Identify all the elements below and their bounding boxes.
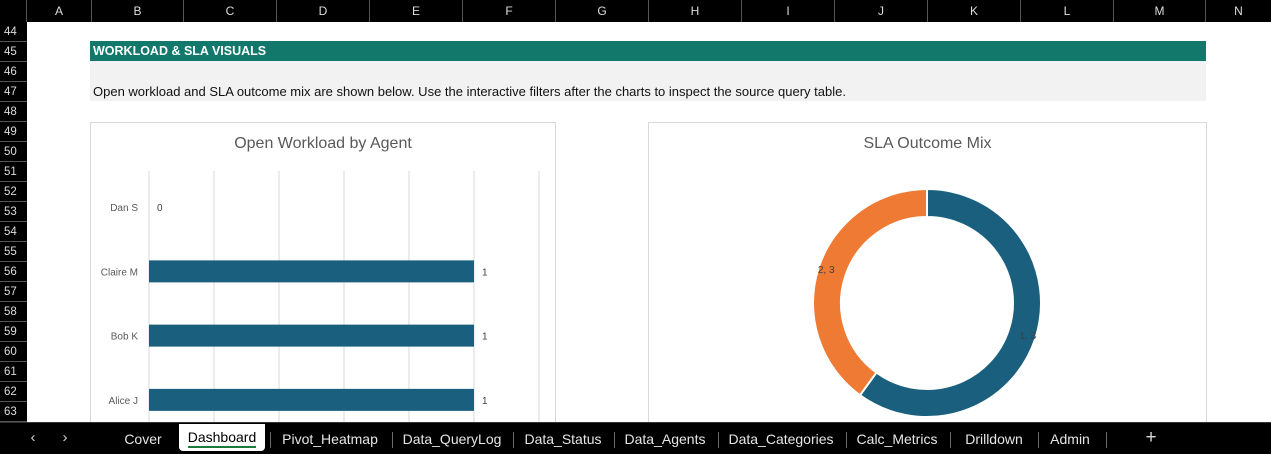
- column-header-j[interactable]: J: [835, 0, 928, 22]
- row-header-46[interactable]: 46: [0, 62, 27, 82]
- tab-separator: [1038, 432, 1039, 448]
- donut-chart-title: SLA Outcome Mix: [863, 135, 992, 152]
- tab-separator: [270, 432, 271, 448]
- column-header-a[interactable]: A: [27, 0, 92, 22]
- sheet-tab-bar: ‹ › Cover Dashboard Pivot_Heatmap Data_Q…: [0, 422, 1271, 454]
- tab-separator: [950, 432, 951, 448]
- row-header-49[interactable]: 49: [0, 122, 27, 142]
- chevron-left-icon[interactable]: ‹: [30, 429, 36, 446]
- row-header-50[interactable]: 50: [0, 142, 27, 162]
- row-header-54[interactable]: 54: [0, 222, 27, 242]
- column-header-h[interactable]: H: [649, 0, 742, 22]
- column-header-c[interactable]: C: [184, 0, 277, 22]
- row-header: 44 45 46 47 48 49 50 51 52 53 54 55 56 5…: [0, 22, 27, 422]
- bar-data-label: 1: [482, 267, 488, 278]
- column-header-i[interactable]: I: [742, 0, 835, 22]
- tab-data-querylog[interactable]: Data_QueryLog: [402, 431, 502, 447]
- row-header-62[interactable]: 62: [0, 382, 27, 402]
- bar-category-label: Dan S: [110, 203, 138, 214]
- tab-pivot-heatmap[interactable]: Pivot_Heatmap: [282, 431, 378, 447]
- column-header-b[interactable]: B: [92, 0, 184, 22]
- tab-calc-metrics[interactable]: Calc_Metrics: [856, 431, 938, 447]
- row-header-53[interactable]: 53: [0, 202, 27, 222]
- donut-slice-2: [812, 187, 928, 397]
- donut-chart-plot: 1, 3 2, 3: [812, 187, 1042, 418]
- donut-slice-label: 1, 3: [1019, 331, 1036, 342]
- column-header-d[interactable]: D: [277, 0, 370, 22]
- row-header-51[interactable]: 51: [0, 162, 27, 182]
- tab-drilldown[interactable]: Drilldown: [965, 431, 1023, 447]
- column-header-k[interactable]: K: [928, 0, 1021, 22]
- tab-separator: [513, 432, 514, 448]
- row-header-57[interactable]: 57: [0, 282, 27, 302]
- tab-separator: [1106, 432, 1107, 448]
- bar-data-label: 1: [482, 332, 488, 343]
- row-header-60[interactable]: 60: [0, 342, 27, 362]
- tab-admin[interactable]: Admin: [1050, 431, 1090, 447]
- column-header-l[interactable]: L: [1021, 0, 1114, 22]
- column-header-f[interactable]: F: [463, 0, 556, 22]
- row-header-52[interactable]: 52: [0, 182, 27, 202]
- bar-data-label: 0: [157, 203, 163, 214]
- sheet-grid[interactable]: WORKLOAD & SLA VISUALS Open workload and…: [27, 22, 1271, 422]
- bar-alice-j: [149, 388, 474, 411]
- bar-category-label: Claire M: [101, 267, 138, 278]
- row-header-63[interactable]: 63: [0, 402, 27, 422]
- row-header-44[interactable]: 44: [0, 22, 27, 42]
- row-header-58[interactable]: 58: [0, 302, 27, 322]
- column-header-e[interactable]: E: [370, 0, 463, 22]
- select-all-corner[interactable]: [0, 0, 27, 22]
- tab-dashboard-label: Dashboard: [187, 429, 257, 448]
- workload-bar-chart[interactable]: Open Workload by Agent Dan S 0 Claire M 1 Bo…: [90, 122, 556, 422]
- row-header-59[interactable]: 59: [0, 322, 27, 342]
- add-sheet-icon[interactable]: +: [1145, 427, 1157, 448]
- bar-chart-title: Open Workload by Agent: [234, 135, 412, 152]
- column-header-n[interactable]: N: [1234, 4, 1243, 18]
- tab-dashboard[interactable]: Dashboard: [179, 424, 265, 451]
- chevron-right-icon[interactable]: ›: [62, 429, 68, 446]
- tab-separator: [846, 432, 847, 448]
- section-note: Open workload and SLA outcome mix are sh…: [90, 61, 1206, 101]
- row-header-61[interactable]: 61: [0, 362, 27, 382]
- row-header-47[interactable]: 47: [0, 82, 27, 102]
- tab-data-categories[interactable]: Data_Categories: [728, 431, 834, 447]
- bar-category-label: Alice J: [109, 396, 138, 407]
- column-header-g[interactable]: G: [556, 0, 649, 22]
- bar-bob-k: [149, 324, 474, 347]
- sla-donut-chart[interactable]: SLA Outcome Mix 1, 3 2, 3: [648, 122, 1207, 422]
- column-header-m[interactable]: M: [1114, 0, 1206, 22]
- row-header-55[interactable]: 55: [0, 242, 27, 262]
- tab-separator: [614, 432, 615, 448]
- tab-cover[interactable]: Cover: [124, 431, 162, 447]
- row-header-56[interactable]: 56: [0, 262, 27, 282]
- row-header-45[interactable]: 45: [0, 42, 27, 62]
- tab-separator: [392, 432, 393, 448]
- bar-claire-m: [149, 260, 474, 283]
- column-header: A B C D E F G H I J K L M N: [0, 0, 1271, 22]
- donut-slice-1: [858, 187, 1042, 418]
- bar-data-label: 1: [482, 396, 488, 407]
- bar-chart-plot: Dan S 0 Claire M 1 Bob K 1 Alice J 1: [101, 171, 540, 422]
- row-header-48[interactable]: 48: [0, 102, 27, 122]
- donut-slice-label: 2, 3: [818, 265, 835, 276]
- tab-data-agents[interactable]: Data_Agents: [624, 431, 706, 447]
- tab-separator: [718, 432, 719, 448]
- tab-data-status[interactable]: Data_Status: [524, 431, 602, 447]
- section-banner: WORKLOAD & SLA VISUALS: [90, 41, 1206, 61]
- bar-category-label: Bob K: [111, 332, 139, 343]
